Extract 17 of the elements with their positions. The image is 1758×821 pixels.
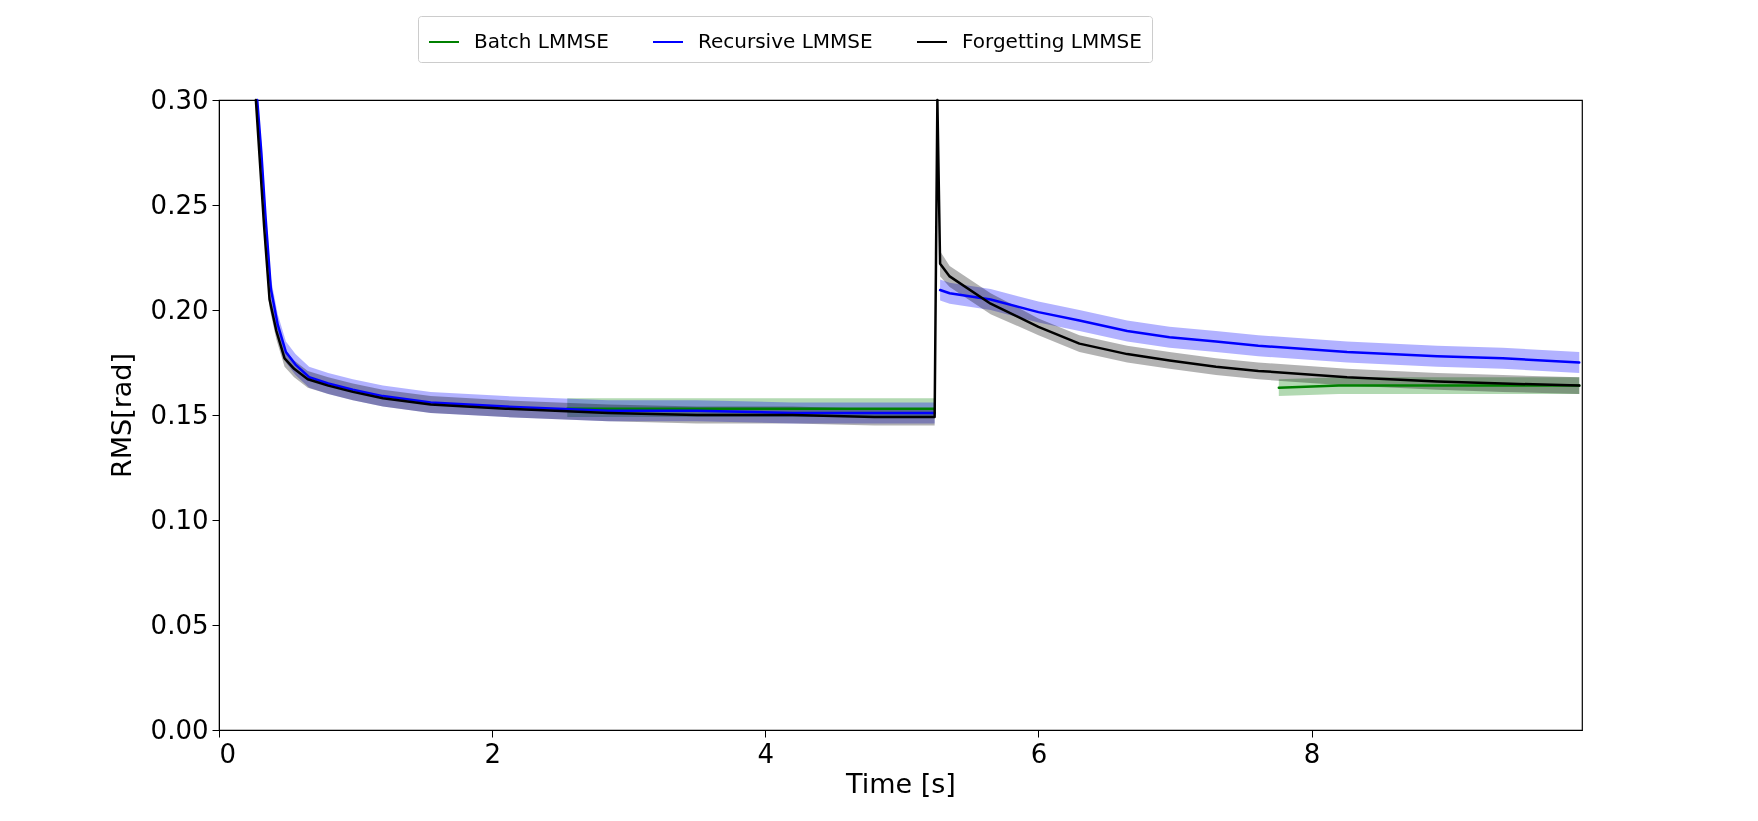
y-tick-label: 0.25	[150, 189, 209, 220]
legend-label: Recursive LMMSE	[698, 29, 873, 53]
x-tick-label: 6	[1030, 738, 1048, 769]
y-tick-label: 0.00	[150, 714, 209, 745]
y-axis-title: RMS[rad]	[105, 352, 137, 479]
x-tick-label: 0	[219, 738, 237, 769]
x-axis-title: Time [s]	[845, 767, 956, 799]
x-tick-label: 2	[484, 738, 501, 769]
y-tick-label: 0.30	[150, 84, 209, 115]
y-tick-label: 0.20	[150, 294, 209, 325]
x-tick-label: 4	[757, 738, 775, 769]
y-tick-label: 0.05	[150, 609, 209, 640]
legend-label: Batch LMMSE	[474, 29, 609, 53]
legend-label: Forgetting LMMSE	[962, 29, 1142, 53]
y-tick-label: 0.15	[150, 399, 209, 430]
y-tick-label: 0.10	[150, 504, 209, 535]
x-tick-label: 8	[1303, 738, 1321, 769]
